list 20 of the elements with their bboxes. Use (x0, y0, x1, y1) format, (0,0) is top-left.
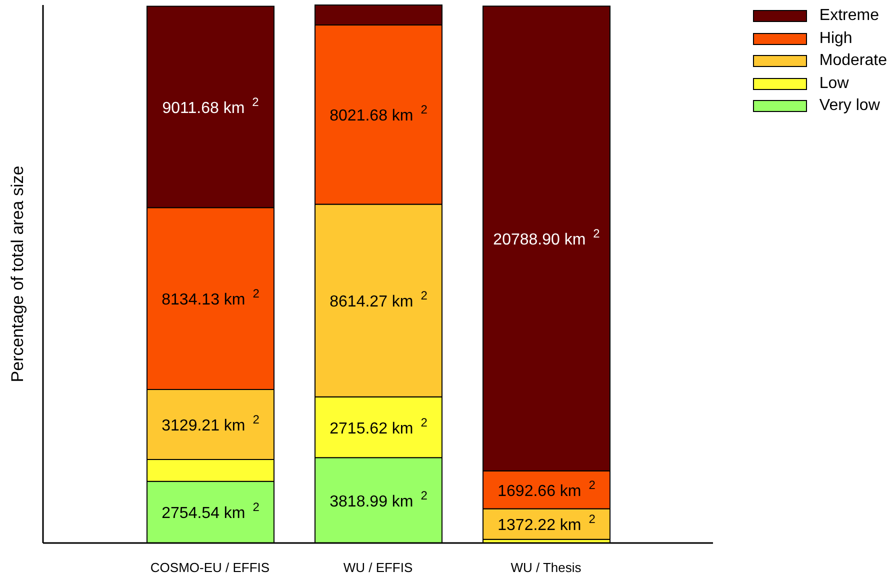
data-label: 1692.66 km $^{2}$ (498, 478, 596, 500)
data-label: 3129.21 km $^{2}$ (162, 412, 260, 435)
legend-label: Moderate (819, 52, 887, 70)
data-label: 2754.54 km $^{2}$ (162, 500, 260, 522)
x-tick-label: WU / Thesis (510, 560, 582, 576)
legend-label: Extreme (819, 7, 879, 26)
legend-label: Very low (819, 97, 880, 116)
x-tick-label: COSMO-EU / EFFIS (150, 560, 270, 576)
data-label: 8614.27 km $^{2}$ (330, 288, 428, 311)
y-axis-title: Percentage of total area size (8, 166, 28, 382)
x-tick-label: WU / EFFIS (343, 560, 413, 576)
legend-label: Low (819, 74, 849, 93)
data-label: 2715.62 km $^{2}$ (330, 415, 428, 438)
data-label: 9011.68 km $^{2}$ (162, 94, 260, 117)
legend-label: High (819, 30, 852, 48)
data-label: 20788.90 km $^{2}$ (493, 226, 600, 249)
data-label: 3818.99 km $^{2}$ (330, 488, 428, 510)
data-label: 1372.22 km $^{2}$ (498, 512, 596, 534)
data-label: 8021.68 km $^{2}$ (330, 102, 428, 125)
data-label: 8134.13 km $^{2}$ (162, 286, 260, 309)
